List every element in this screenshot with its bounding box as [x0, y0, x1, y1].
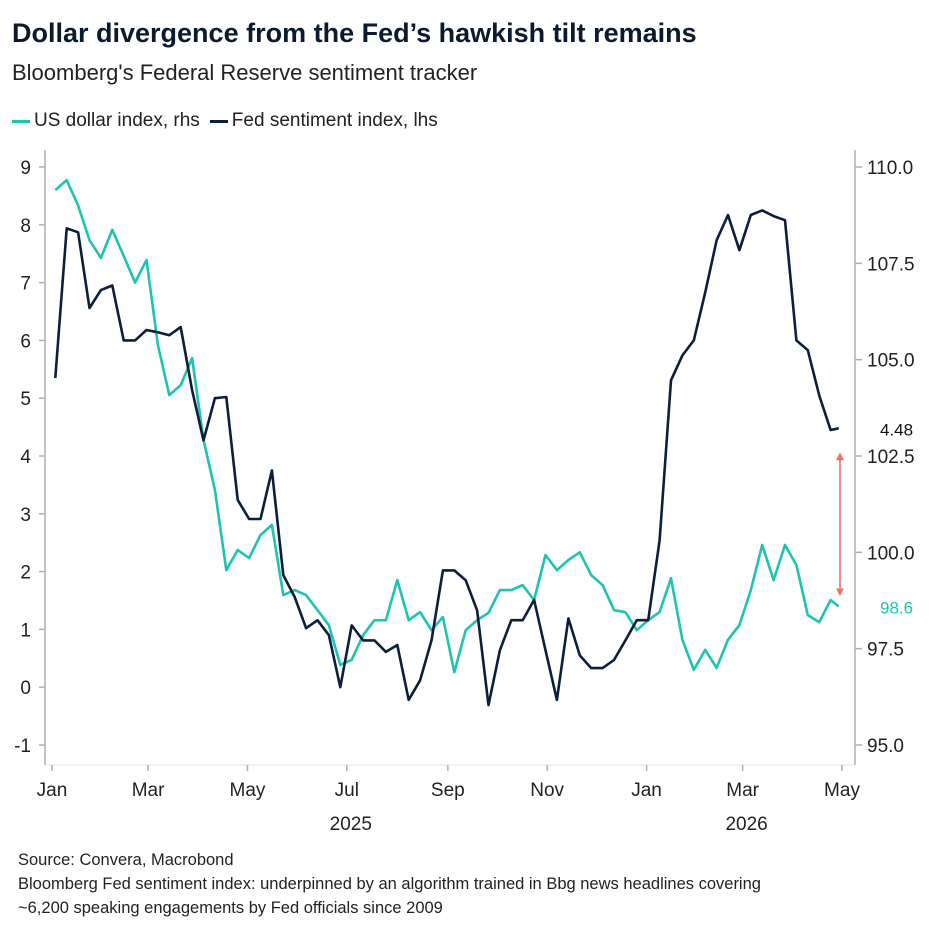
x-tick-label: Jan	[37, 780, 68, 801]
legend: US dollar index, rhs Fed sentiment index…	[12, 110, 438, 132]
usd-index-line	[54, 178, 840, 674]
left-tick-label: 5	[20, 389, 31, 410]
right-tick-label: 97.5	[867, 640, 904, 661]
left-tick-label: -1	[14, 736, 31, 757]
methodology-note: Bloomberg Fed sentiment index: underpinn…	[18, 875, 761, 893]
left-tick-label: 2	[20, 563, 31, 584]
source-note: Source: Convera, Macrobond	[18, 851, 234, 869]
x-tick-label: Mar	[726, 780, 759, 801]
right-tick-label: 107.5	[867, 254, 915, 275]
legend-label-fed: Fed sentiment index, lhs	[231, 110, 438, 131]
left-tick-label: 6	[20, 331, 31, 352]
legend-swatch-fed	[209, 119, 228, 123]
x-tick-label: May	[230, 780, 266, 801]
x-tick-label: Nov	[530, 780, 564, 801]
year-label: 2026	[725, 814, 767, 835]
methodology-note-2: ~6,200 speaking engagements by Fed offic…	[18, 899, 443, 917]
x-tick-label: May	[824, 780, 860, 801]
legend-swatch-usd	[12, 119, 30, 123]
left-tick-label: 8	[20, 216, 31, 237]
fed-sentiment-line	[54, 209, 839, 707]
right-tick-label: 100.0	[867, 543, 915, 564]
x-tick-label: Sep	[431, 780, 465, 801]
left-tick-label: 9	[20, 158, 31, 179]
left-tick-label: 0	[20, 678, 31, 699]
left-tick-label: 4	[20, 447, 31, 468]
left-tick-label: 3	[20, 505, 31, 526]
fed-end-label: 4.48	[880, 420, 913, 439]
right-tick-label: 102.5	[867, 447, 915, 468]
year-label: 2025	[330, 814, 372, 835]
usd-end-label: 98.6	[880, 598, 913, 617]
chart-notes: Source: Convera, Macrobond Bloomberg Fed…	[18, 848, 761, 920]
chart-title: Dollar divergence from the Fed’s hawkish…	[12, 18, 697, 48]
x-tick-label: Mar	[132, 780, 165, 801]
right-tick-label: 110.0	[867, 158, 913, 179]
right-tick-label: 105.0	[867, 351, 915, 372]
left-tick-label: 1	[20, 620, 31, 641]
left-tick-label: 7	[20, 274, 31, 295]
legend-label-usd: US dollar index, rhs	[34, 110, 200, 131]
x-tick-label: Jan	[631, 780, 662, 801]
legend-item-usd: US dollar index, rhs	[12, 110, 200, 132]
chart-subtitle: Bloomberg's Federal Reserve sentiment tr…	[12, 60, 478, 85]
x-tick-label: Jul	[335, 780, 359, 801]
right-tick-label: 95.0	[867, 736, 904, 757]
legend-item-fed: Fed sentiment index, lhs	[209, 110, 438, 132]
